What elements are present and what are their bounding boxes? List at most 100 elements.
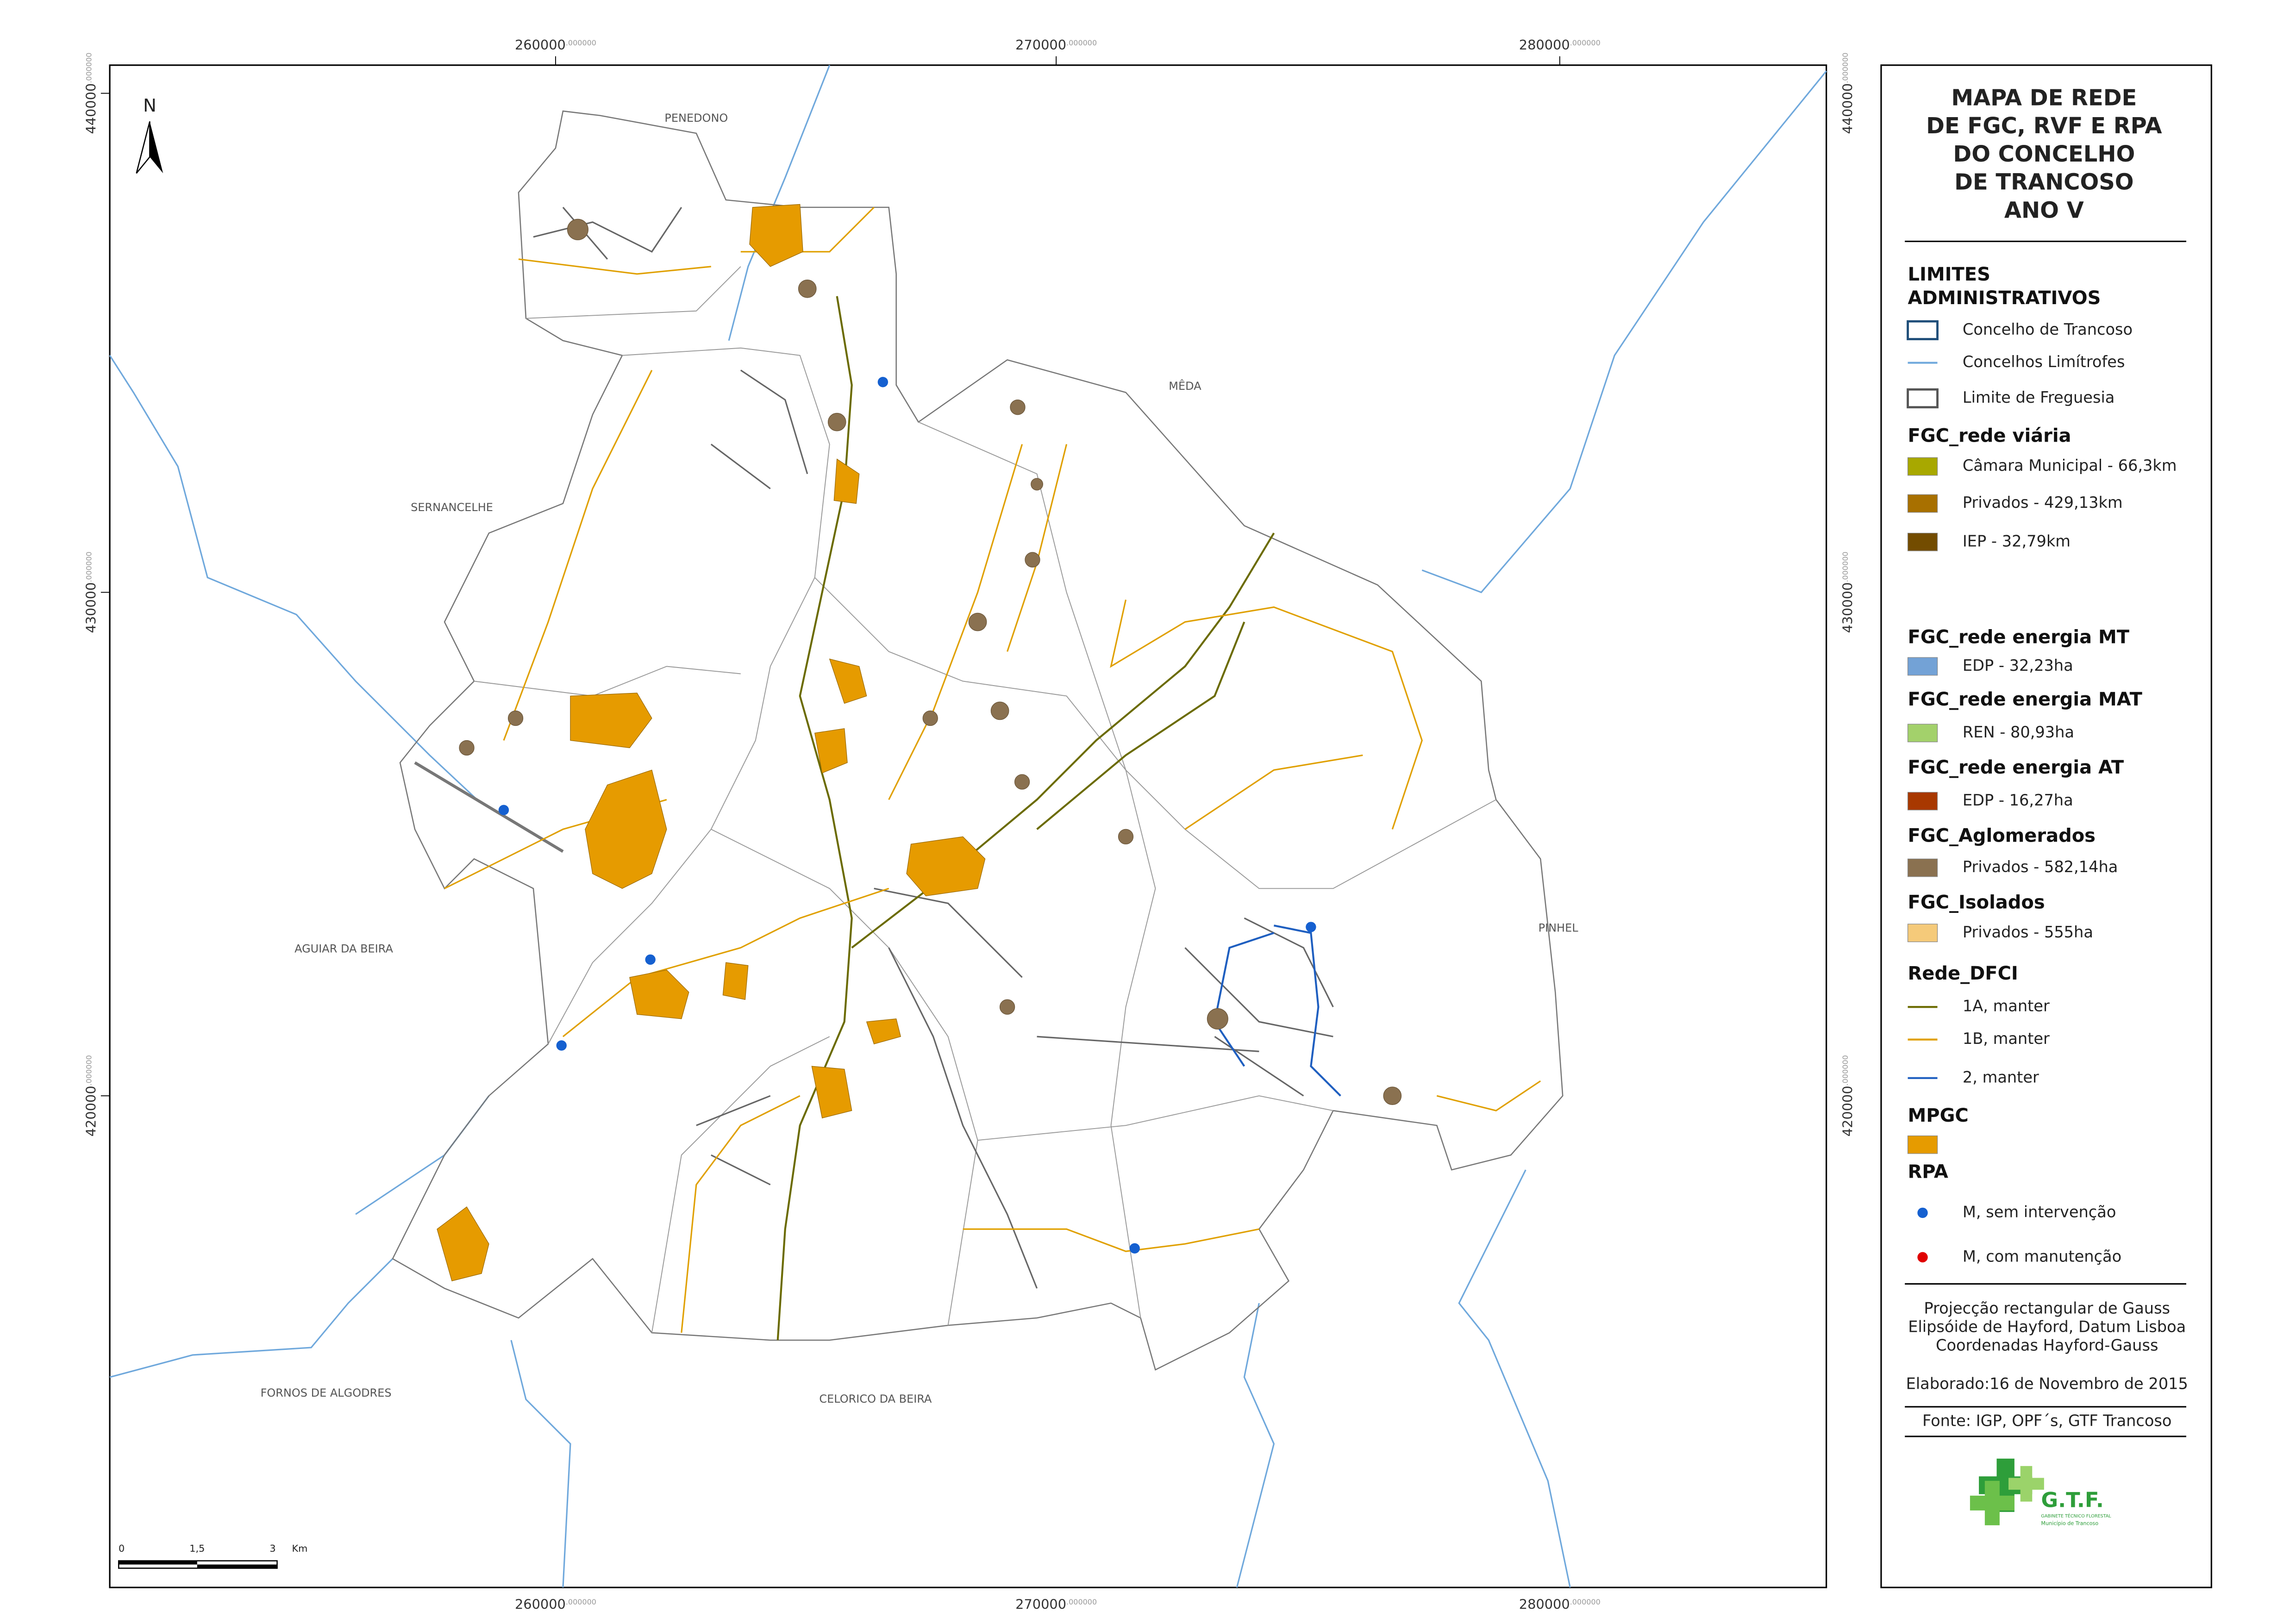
legend-title: ANO V bbox=[2004, 197, 2084, 223]
legend-label: Privados - 429,13km bbox=[1963, 493, 2123, 512]
coord-main: 270000 bbox=[1015, 37, 1066, 53]
legend-swatch bbox=[1907, 657, 1938, 676]
municipality-outline bbox=[392, 110, 1564, 1371]
mpgc-area bbox=[906, 836, 986, 897]
legend-label: 2, manter bbox=[1963, 1068, 2039, 1086]
road bbox=[776, 296, 853, 1341]
coord-decimals: .000000 bbox=[1841, 53, 1850, 83]
parish-line bbox=[977, 1095, 1333, 1141]
place-label: AGUIAR DA BEIRA bbox=[294, 942, 393, 955]
settlement bbox=[798, 279, 817, 298]
mpgc-area bbox=[811, 1066, 852, 1118]
coord-main: 270000 bbox=[1015, 1597, 1066, 1612]
legend-swatch bbox=[1907, 532, 1938, 551]
parish-line bbox=[548, 347, 830, 1044]
limit-line bbox=[109, 1258, 394, 1378]
limit-line bbox=[510, 1340, 571, 1588]
coord-main: 420000 bbox=[1840, 1086, 1856, 1136]
place-label: PINHEL bbox=[1539, 922, 1579, 935]
coord-label: 260000.000000 bbox=[515, 1597, 596, 1612]
mpgc-area bbox=[437, 1206, 489, 1281]
parish-limits bbox=[474, 266, 1496, 1333]
projection-note: Elipsóide de Hayford, Datum Lisboa bbox=[1908, 1317, 2186, 1336]
settlement bbox=[459, 740, 475, 756]
scale-label: 1,5 bbox=[189, 1543, 205, 1554]
source-note: Fonte: IGP, OPF´s, GTF Trancoso bbox=[1922, 1411, 2172, 1429]
legend-swatch bbox=[1907, 1135, 1938, 1154]
limit-line bbox=[1421, 70, 1827, 593]
legend-header: FGC_rede energia AT bbox=[1908, 757, 2124, 778]
projection-note: Projecção rectangular de Gauss bbox=[1924, 1299, 2170, 1317]
dfci-2 bbox=[1214, 924, 1341, 1097]
legend-header: FGC_rede energia MT bbox=[1908, 627, 2130, 648]
legend-label: REN - 80,93ha bbox=[1963, 723, 2074, 741]
coord-label: 280000.000000 bbox=[1519, 1597, 1601, 1612]
coord-label: 440000.000000 bbox=[83, 53, 99, 134]
map-area: N bbox=[109, 64, 1827, 1588]
legend-label: Concelho de Trancoso bbox=[1963, 320, 2133, 338]
mpgc-area bbox=[829, 658, 867, 704]
coord-decimals: .000000 bbox=[1841, 1055, 1850, 1086]
parish-line bbox=[474, 666, 741, 697]
place-label: CELORICO DA BEIRA bbox=[819, 1392, 932, 1405]
coord-decimals: .000000 bbox=[1066, 38, 1097, 47]
legend-header: ADMINISTRATIVOS bbox=[1908, 287, 2101, 309]
settlement bbox=[922, 710, 938, 726]
rpa-point bbox=[645, 954, 656, 965]
coord-main: 260000 bbox=[515, 37, 566, 53]
logo: G.T.F.GABINETE TÉCNICO FLORESTAL Municípi… bbox=[1970, 1458, 2111, 1527]
coord-decimals: .000000 bbox=[566, 38, 596, 47]
legend-label: 1B, manter bbox=[1963, 1030, 2050, 1048]
legend-label: M, sem intervenção bbox=[1963, 1203, 2116, 1221]
scale-segment bbox=[119, 1561, 197, 1565]
legend-label: IEP - 32,79km bbox=[1963, 532, 2071, 550]
legend-label: Privados - 555ha bbox=[1963, 923, 2093, 941]
coord-decimals: .000000 bbox=[84, 552, 93, 582]
legend-swatch bbox=[1907, 457, 1938, 476]
legend-title: DE TRANCOSO bbox=[1954, 169, 2134, 195]
settlement bbox=[990, 701, 1009, 720]
legend-swatch bbox=[1907, 388, 1939, 409]
road bbox=[1036, 621, 1245, 830]
parish-line bbox=[1110, 770, 1156, 1318]
rpa-point bbox=[1129, 1243, 1140, 1254]
mpgc-area bbox=[722, 962, 749, 1000]
limit-line bbox=[109, 355, 478, 800]
place-label: MÊDA bbox=[1169, 379, 1201, 393]
scale-label: 0 bbox=[119, 1543, 125, 1554]
settlement bbox=[1025, 552, 1040, 568]
coord-decimals: .000000 bbox=[84, 53, 93, 83]
north-arrow bbox=[150, 121, 163, 174]
coord-main: 430000 bbox=[1840, 582, 1856, 633]
parish-line bbox=[651, 1036, 830, 1333]
mpgc-area bbox=[833, 458, 860, 504]
coord-decimals: .000000 bbox=[84, 1055, 93, 1086]
place-label: SERNANCELHE bbox=[411, 501, 493, 514]
rpa-point bbox=[556, 1040, 567, 1051]
legend-header: FGC_Isolados bbox=[1908, 892, 2045, 913]
legend-label: M, com manutenção bbox=[1963, 1247, 2121, 1265]
coord-label: 430000.000000 bbox=[1840, 552, 1856, 633]
coord-main: 430000 bbox=[83, 582, 99, 633]
coord-label: 260000.000000 bbox=[515, 37, 596, 53]
coord-main: 280000 bbox=[1519, 37, 1570, 53]
scale-label: 3 bbox=[269, 1543, 275, 1554]
settlement bbox=[1010, 400, 1026, 415]
legend-header: FGC_rede viária bbox=[1908, 425, 2071, 447]
settlement bbox=[1383, 1086, 1402, 1105]
parish-line bbox=[526, 266, 741, 319]
mpgc-areas bbox=[437, 204, 986, 1281]
legend-header: Rede_DFCI bbox=[1908, 963, 2018, 984]
parish-line bbox=[711, 829, 978, 1326]
logo-cross bbox=[1970, 1480, 2014, 1525]
coord-main: 280000 bbox=[1519, 1597, 1570, 1612]
legend-label: EDP - 16,27ha bbox=[1963, 791, 2073, 809]
legend-frame bbox=[1880, 64, 2212, 1588]
coord-label: 420000.000000 bbox=[83, 1055, 99, 1136]
mpgc-area bbox=[585, 769, 667, 889]
road bbox=[503, 370, 653, 741]
mpgc-area bbox=[814, 728, 848, 774]
aglomerados bbox=[459, 218, 1402, 1105]
settlement bbox=[999, 999, 1015, 1015]
